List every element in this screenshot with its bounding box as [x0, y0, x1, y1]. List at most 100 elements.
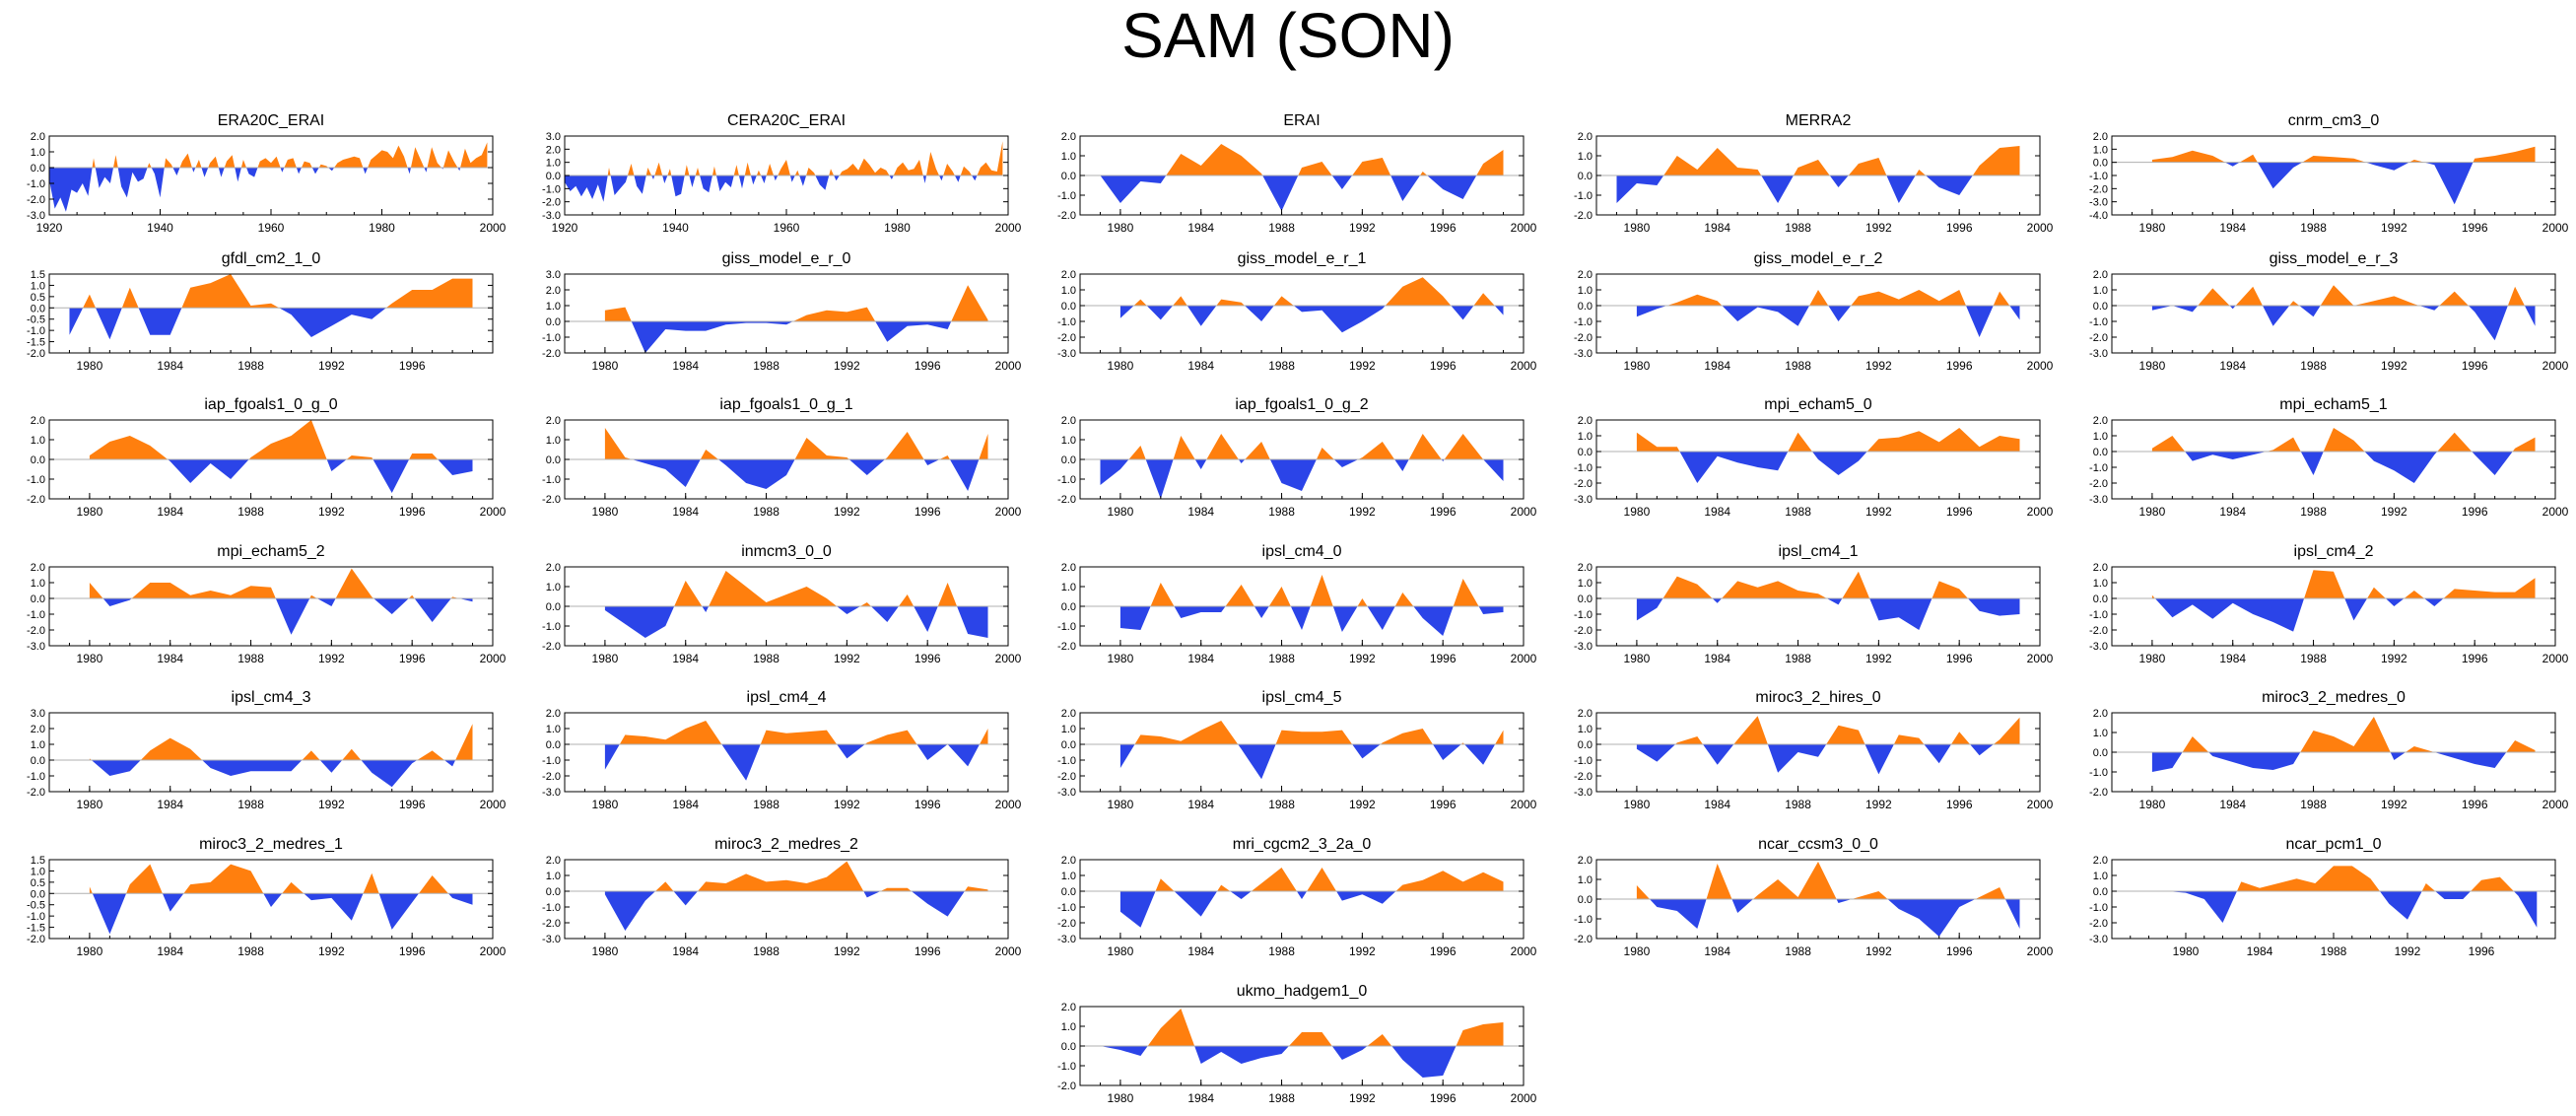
chart-panel: ipsl_cm4_0 1980 1984 1988 1992 1996 2000 2.0 1.0…	[1035, 541, 1539, 674]
y-tick-label: 2.0	[1061, 269, 1076, 281]
x-tick-label: 1988	[1268, 505, 1295, 519]
x-tick-label: 1992	[318, 652, 345, 665]
y-tick-label: 1.0	[546, 301, 561, 313]
chart-svg: 1980 1984 1988 1992 1996 2000 1.51.00.50.0-0.5…	[27, 855, 507, 958]
chart-title: ipsl_cm4_4	[746, 689, 827, 706]
x-tick-label: 1980	[2139, 359, 2166, 373]
negative-area	[2151, 598, 2536, 632]
x-tick-label: 2000	[480, 798, 507, 811]
x-tick-label: 1980	[592, 944, 619, 958]
y-tick-label: -2.0	[1574, 625, 1593, 637]
chart-panel: giss_model_e_r_1 1980 1984 1988 1992 1996 2000…	[1035, 248, 1539, 382]
x-tick-label: 1996	[915, 798, 941, 811]
y-tick-label: 0.0	[546, 316, 561, 328]
y-tick-label: 1.0	[1578, 578, 1593, 590]
y-tick-label: -2.0	[542, 494, 561, 506]
chart-panel: miroc3_2_hires_0 1980 1984 1988 1992 1996 2000…	[1551, 687, 2056, 820]
x-tick-label: 1996	[915, 359, 941, 373]
y-tick-label: -1.0	[1574, 316, 1593, 328]
y-tick-label: -2.0	[27, 348, 45, 360]
y-tick-label: -1.0	[27, 771, 45, 783]
x-tick-label: 2000	[995, 505, 1022, 519]
x-tick-label: 1996	[399, 944, 426, 958]
y-tick-label: -1.0	[1057, 621, 1076, 633]
negative-area	[604, 744, 988, 781]
negative-area	[1636, 744, 2020, 775]
y-tick-label: 0.0	[31, 888, 45, 900]
y-tick-label: -4.0	[2089, 210, 2108, 222]
plot-frame	[564, 273, 1009, 354]
positive-area	[1119, 868, 1504, 891]
y-tick-label: -2.0	[1574, 771, 1593, 783]
negative-area	[1100, 175, 1504, 211]
y-tick-label: -1.0	[1574, 609, 1593, 621]
y-tick-label: 1.5	[31, 855, 45, 867]
x-tick-label: 1984	[672, 944, 699, 958]
positive-area	[1119, 575, 1504, 606]
x-tick-label: 1984	[2219, 221, 2246, 235]
y-tick-label: 0.0	[1578, 739, 1593, 751]
y-tick-label: 2.0	[2093, 562, 2108, 574]
positive-area	[604, 721, 988, 744]
chart-panel: iap_fgoals1_0_g_1 1980 1984 1988 1992 1996 200…	[519, 394, 1024, 527]
x-tick-label: 1992	[834, 652, 860, 665]
x-tick-label: 2000	[2542, 359, 2569, 373]
negative-area	[89, 459, 473, 493]
positive-area	[604, 571, 988, 606]
y-tick-label: 2.0	[1578, 269, 1593, 281]
chart-title: iap_fgoals1_0_g_2	[1235, 396, 1369, 413]
y-tick-label: 2.0	[2093, 855, 2108, 867]
y-tick-label: -2.0	[1574, 332, 1593, 344]
chart-title: mri_cgcm2_3_2a_0	[1232, 836, 1372, 853]
y-tick-label: 2.0	[546, 855, 561, 867]
x-tick-label: 1984	[1187, 359, 1214, 373]
x-tick-label: 1984	[672, 798, 699, 811]
x-tick-label: 1996	[399, 652, 426, 665]
chart-title: ncar_pcm1_0	[2285, 836, 2382, 853]
chart-svg: 1980 1984 1988 1992 1996 2000 3.0 2.0 1.0 0.0 -1.0…	[542, 269, 1022, 373]
x-tick-label: 1992	[1349, 798, 1376, 811]
x-tick-label: 1992	[318, 798, 345, 811]
x-tick-label: 1992	[1349, 221, 1376, 235]
chart-panel: ncar_ccsm3_0_0 1980 1984 1988 1992 1996 2000 2.…	[1551, 834, 2056, 967]
x-tick-label: 1988	[753, 652, 780, 665]
x-tick-label: 1980	[77, 798, 103, 811]
x-tick-label: 1988	[1785, 221, 1811, 235]
chart-panel: miroc3_2_medres_0 1980 1984 1988 1992 1996 200…	[2067, 687, 2571, 820]
x-tick-label: 1980	[592, 359, 619, 373]
x-tick-label: 1996	[1946, 798, 1973, 811]
x-tick-label: 1984	[157, 505, 183, 519]
x-tick-label: 1988	[753, 944, 780, 958]
x-tick-label: 1992	[318, 505, 345, 519]
chart-title: iap_fgoals1_0_g_1	[719, 396, 853, 413]
negative-area	[604, 891, 988, 931]
y-tick-label: 2.0	[1578, 562, 1593, 574]
x-tick-label: 1996	[1430, 1091, 1457, 1105]
chart-panel: mpi_echam5_2 1980 1984 1988 1992 1996 2000 2.0 1…	[4, 541, 508, 674]
y-tick-label: -1.0	[1057, 755, 1076, 767]
x-tick-label: 1996	[2469, 944, 2495, 958]
y-tick-label: 1.0	[31, 739, 45, 751]
chart-title: mpi_echam5_2	[217, 543, 325, 560]
x-tick-label: 1992	[2381, 359, 2407, 373]
x-tick-label: 1988	[1268, 652, 1295, 665]
negative-area	[2151, 752, 2536, 772]
x-tick-label: 2000	[1511, 359, 1537, 373]
plot-frame	[1079, 273, 1525, 354]
y-tick-label: -3.0	[1574, 348, 1593, 360]
y-tick-label: 0.5	[31, 292, 45, 304]
chart-title: ERAI	[1283, 112, 1321, 129]
y-tick-label: -2.0	[1057, 332, 1076, 344]
x-tick-label: 1992	[318, 944, 345, 958]
y-tick-label: 1.0	[1578, 431, 1593, 443]
y-tick-label: -1.0	[542, 755, 561, 767]
y-tick-label: -2.0	[1057, 641, 1076, 653]
plot-frame	[1595, 566, 2041, 647]
chart-svg: 1920 1940 1960 1980 2000 2.0 1.0 0.0 -1.0 -2.0 -3.…	[27, 131, 507, 235]
y-tick-label: -3.0	[1574, 787, 1593, 799]
y-tick-label: 2.0	[1061, 131, 1076, 143]
y-tick-label: -2.0	[27, 934, 45, 945]
chart-svg: 1980 1984 1988 1992 1996 2000 2.0 1.0 0.0 -1.0 -2.…	[2089, 708, 2569, 811]
chart-svg: 1920 1940 1960 1980 2000 3.02.0 1.00.0-1.0 -2.0…	[542, 131, 1022, 235]
x-tick-label: 1988	[1268, 1091, 1295, 1105]
